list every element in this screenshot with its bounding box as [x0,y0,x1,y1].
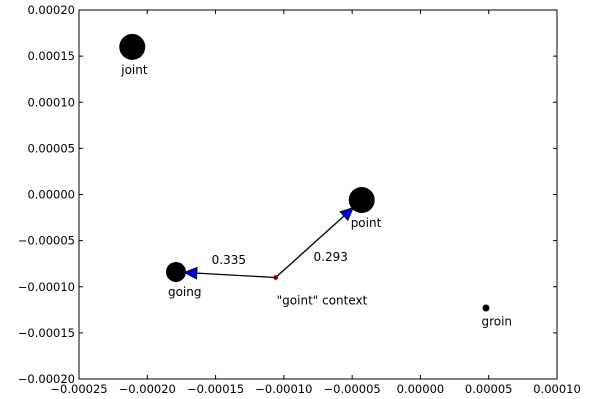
arrow-value-label-point: 0.293 [314,250,348,264]
point-label-joint: joint [120,63,148,77]
x-tick-label: −0.00015 [187,382,244,396]
marks-layer: 0.335 0.293 joint point going groin "goint" co… [119,33,512,328]
y-tick-label: −0.00005 [18,234,75,248]
x-tick-label: 0.00010 [533,382,581,396]
x-tick-label: 0.00000 [397,382,445,396]
y-tick-label: −0.00010 [18,280,75,294]
arrow-shaft-point [275,215,345,279]
y-tick-label: 0.00015 [27,49,75,63]
y-tick-label: −0.00020 [18,372,75,386]
ticks-layer: −0.00025 −0.00020 −0.00015 −0.00010 −0.00005… [18,3,581,396]
point-point [348,187,375,214]
context-label: "goint" context [277,294,368,308]
y-tick-label: −0.00015 [18,326,75,340]
arrow-shaft-going [196,272,276,279]
point-going [165,261,186,282]
point-joint [119,33,146,60]
point-label-going: going [168,285,202,299]
x-tick-label: −0.00005 [324,382,381,396]
y-tick-label: 0.00005 [27,141,75,155]
arrow-value-label-going: 0.335 [212,253,246,267]
x-tick-label: 0.00005 [465,382,513,396]
point-label-point: point [351,216,382,230]
point-groin [482,304,490,312]
point-label-groin: groin [481,314,512,328]
y-tick-label: 0.00010 [27,95,75,109]
context-point [273,275,279,280]
plot-frame [78,9,558,380]
arrow-head-going [183,266,198,280]
x-tick-label: −0.00020 [119,382,176,396]
x-tick-label: −0.00010 [255,382,312,396]
y-tick-label: 0.00000 [27,188,75,202]
arrow-head-point [339,206,355,222]
x-tick-label: −0.00025 [50,382,107,396]
y-tick-label: 0.00020 [27,3,75,17]
